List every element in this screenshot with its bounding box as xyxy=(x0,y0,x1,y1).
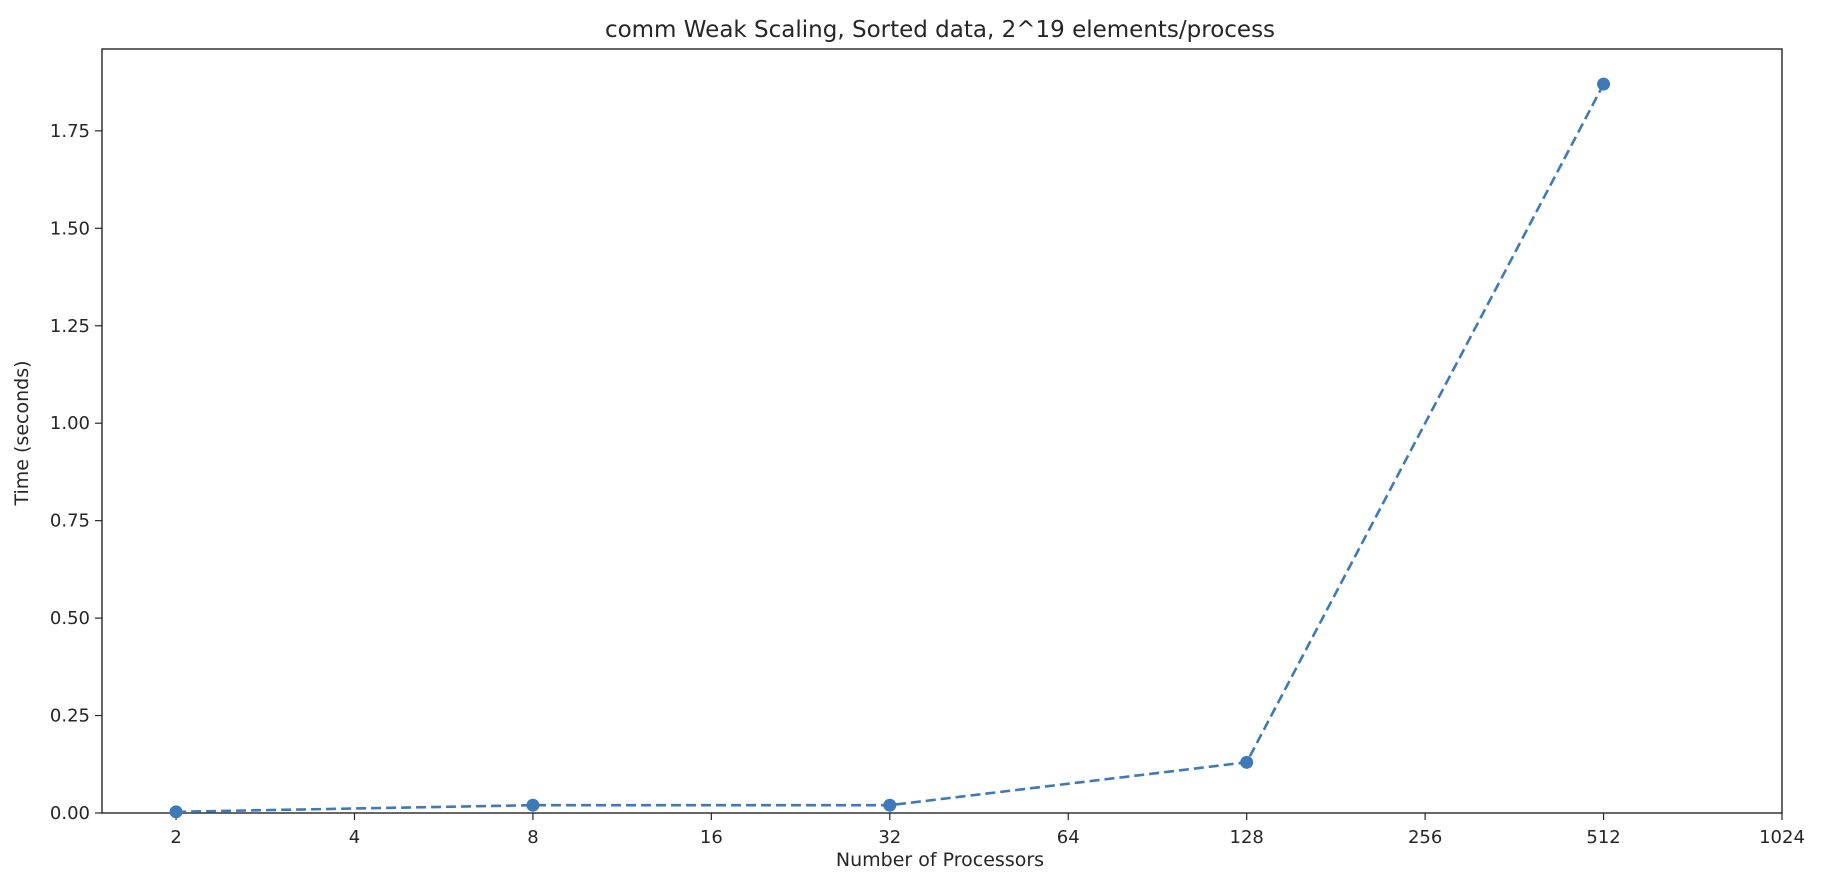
x-tick-label: 128 xyxy=(1230,827,1264,848)
x-tick-label: 2 xyxy=(170,827,181,848)
x-axis-label: Number of Processors xyxy=(836,849,1044,871)
plot-area: 2 4 8 16 32 64 128 256 512 1024 0.00 0.25 0.50 0.75 1.… xyxy=(50,48,1805,848)
x-tick-label: 32 xyxy=(878,827,901,848)
x-tick-label: 256 xyxy=(1408,827,1442,848)
series-line xyxy=(176,83,1605,814)
data-point xyxy=(1597,77,1611,91)
x-tick-label: 8 xyxy=(527,827,538,848)
y-axis-label: Time (seconds) xyxy=(11,360,33,506)
y-tick-label: 0.00 xyxy=(50,803,90,824)
y-tick-label: 0.25 xyxy=(50,706,90,727)
data-point xyxy=(169,805,183,819)
data-point xyxy=(883,798,897,812)
data-point xyxy=(526,798,540,812)
y-tick-label: 1.75 xyxy=(50,121,90,142)
x-tick-label: 16 xyxy=(700,827,723,848)
y-tick-label: 0.75 xyxy=(50,511,90,532)
y-tick-label: 1.50 xyxy=(50,218,90,239)
chart-title: comm Weak Scaling, Sorted data, 2^19 ele… xyxy=(605,17,1275,43)
plot-frame xyxy=(101,48,1783,814)
y-tick-label: 0.50 xyxy=(50,608,90,629)
x-tick-label: 4 xyxy=(349,827,360,848)
data-point xyxy=(1240,755,1254,769)
y-tick-label: 1.00 xyxy=(50,413,90,434)
x-tick-label: 1024 xyxy=(1759,827,1805,848)
y-tick-label: 1.25 xyxy=(50,316,90,337)
x-tick-label: 64 xyxy=(1057,827,1080,848)
x-tick-label: 512 xyxy=(1586,827,1620,848)
